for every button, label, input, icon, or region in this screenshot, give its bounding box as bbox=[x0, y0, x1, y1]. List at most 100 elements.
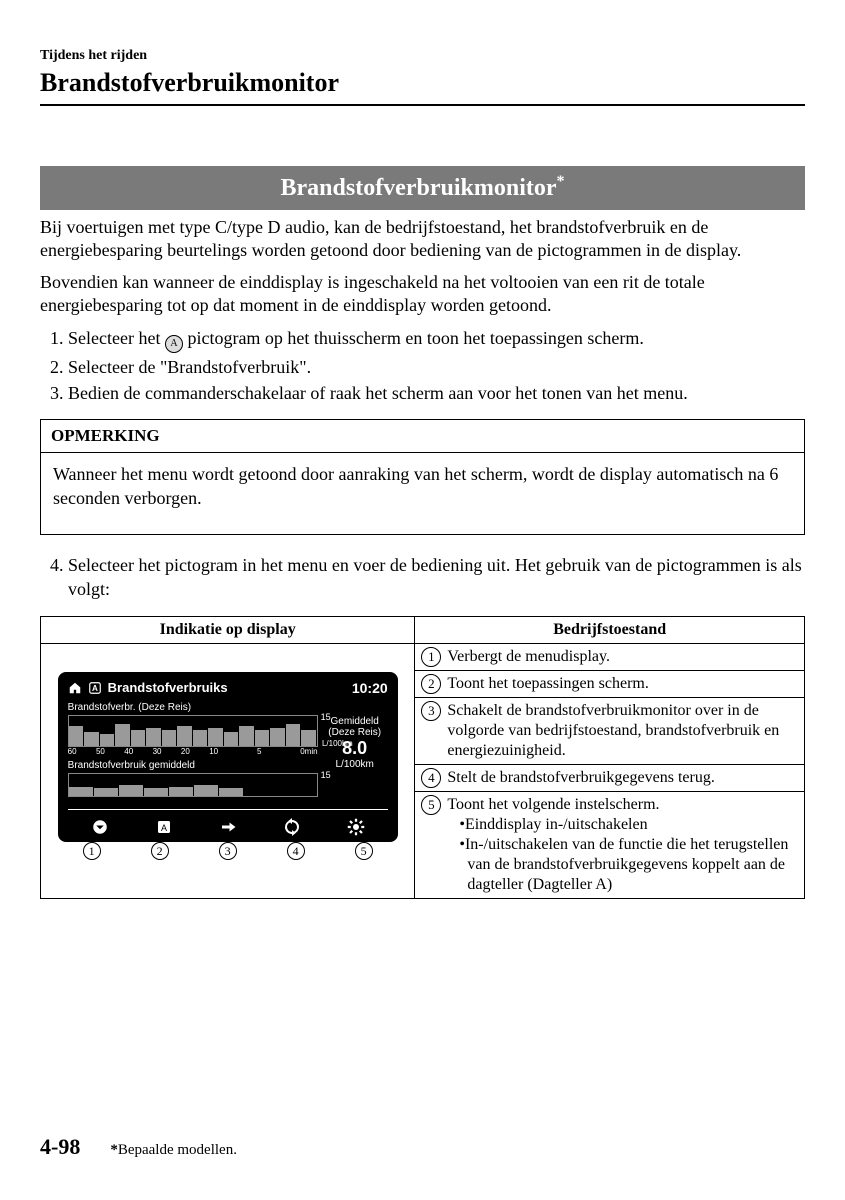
status-text-2: Toont het toepassingen scherm. bbox=[447, 674, 798, 694]
chart1-bar bbox=[286, 724, 301, 746]
chart1-bar bbox=[239, 726, 254, 746]
page-footer: 4-98 *Bepaalde modellen. bbox=[40, 1134, 805, 1160]
status-row-1: 1 Verbergt de menudisplay. bbox=[415, 644, 804, 670]
chart1-bar bbox=[193, 730, 208, 746]
chart1-bar bbox=[115, 724, 130, 746]
side-line2: (Deze Reis) bbox=[322, 727, 388, 738]
col-head-display: Indikatie op display bbox=[41, 616, 415, 643]
status-column: 1 Verbergt de menudisplay. 2 Toont het toep… bbox=[415, 643, 805, 898]
footnote-star: * bbox=[110, 1142, 118, 1158]
chart1-bar bbox=[208, 728, 223, 746]
callout-2: 2 bbox=[151, 842, 169, 860]
status-num-2: 2 bbox=[421, 674, 441, 694]
chart2-bar bbox=[144, 788, 168, 795]
chart1-xlabel: 30 bbox=[153, 747, 162, 756]
menu-reset-icon[interactable] bbox=[277, 814, 307, 840]
svg-text:A: A bbox=[161, 822, 167, 832]
chart1-xlabels: 60 50 40 30 20 10 5 0min bbox=[68, 747, 318, 756]
callout-numbers: 1 2 3 4 5 bbox=[58, 842, 398, 860]
status-text-4: Stelt de brandstofverbruikgegevens terug… bbox=[447, 768, 798, 788]
chart2-bar bbox=[94, 788, 118, 795]
chart2-ymax: 15 bbox=[321, 770, 331, 780]
chart1-bar bbox=[301, 730, 316, 746]
page-number: 4-98 bbox=[40, 1134, 80, 1160]
chart1-unit: L/100km bbox=[322, 739, 353, 748]
step-1-text-a: Selecteer het bbox=[68, 328, 165, 348]
chart1-label: Brandstofverbr. (Deze Reis) bbox=[68, 702, 318, 713]
chart1-xlabel: 60 bbox=[68, 747, 77, 756]
callout-5: 5 bbox=[355, 842, 373, 860]
callout-3: 3 bbox=[219, 842, 237, 860]
step-3: Bedien de commanderschakelaar of raak he… bbox=[68, 381, 805, 405]
step-4: Selecteer het pictogram in het menu en v… bbox=[68, 553, 805, 602]
status-row-2: 2 Toont het toepassingen scherm. bbox=[415, 670, 804, 697]
note-body: Wanneer het menu wordt getoond door aanr… bbox=[41, 453, 804, 534]
callout-1: 1 bbox=[83, 842, 101, 860]
status-num-5: 5 bbox=[421, 795, 441, 815]
menu-settings-icon[interactable] bbox=[341, 814, 371, 840]
status-num-1: 1 bbox=[421, 647, 441, 667]
operation-table: Indikatie op display Bedrijfstoestand A … bbox=[40, 616, 805, 899]
chart2-bar bbox=[119, 785, 143, 795]
status-text-1: Verbergt de menudisplay. bbox=[447, 647, 798, 667]
status-text-5: Toont het volgende instelscherm.•Einddis… bbox=[447, 795, 798, 895]
chart2-bar bbox=[69, 787, 93, 796]
fuel-consumption-chart-trip: Brandstofverbr. (Deze Reis) 15 L/100km 6… bbox=[68, 702, 318, 756]
side-unit: L/100km bbox=[322, 759, 388, 770]
chart1-bar bbox=[69, 726, 84, 746]
chart1-bar bbox=[100, 734, 115, 746]
note-box: OPMERKING Wanneer het menu wordt getoond… bbox=[40, 419, 805, 535]
chapter-title: Brandstofverbruikmonitor bbox=[40, 68, 805, 98]
callout-4: 4 bbox=[287, 842, 305, 860]
svg-text:A: A bbox=[92, 683, 98, 692]
step-2: Selecteer de "Brandstofverbruik". bbox=[68, 355, 805, 379]
status-num-3: 3 bbox=[421, 701, 441, 721]
menu-switch-icon[interactable] bbox=[213, 814, 243, 840]
menu-apps-icon[interactable]: A bbox=[149, 814, 179, 840]
chart1-xlabel: 20 bbox=[181, 747, 190, 756]
display-menu-bar: A bbox=[68, 809, 388, 840]
running-head: Tijdens het rijden bbox=[40, 48, 805, 64]
chart1-bar bbox=[255, 730, 270, 746]
fuel-consumption-chart-avg: Brandstofverbruik gemiddeld 15 bbox=[68, 760, 318, 797]
chart1-xlabel: 10 bbox=[209, 747, 218, 756]
step-1-text-b: pictogram op het thuisscherm en toon het… bbox=[187, 328, 643, 348]
status-bullet: •Einddisplay in-/uitschakelen bbox=[451, 815, 798, 835]
chart1-xlabel: 5 bbox=[257, 747, 261, 756]
status-bullet: •In-/uitschakelen van de functie die het… bbox=[451, 835, 798, 895]
chart2-bar bbox=[219, 788, 243, 795]
step-list: Selecteer het A pictogram op het thuissc… bbox=[40, 326, 805, 406]
section-heading-bar: Brandstofverbruikmonitor* bbox=[40, 166, 805, 210]
home-icon bbox=[68, 681, 82, 695]
col-head-status: Bedrijfstoestand bbox=[415, 616, 805, 643]
status-text-3: Schakelt de brandstofverbruikmonitor ove… bbox=[447, 701, 798, 761]
chart1-bar bbox=[84, 732, 99, 746]
intro-paragraph-1: Bij voertuigen met type C/type D audio, … bbox=[40, 216, 805, 263]
chart2-label: Brandstofverbruik gemiddeld bbox=[68, 760, 318, 771]
note-heading: OPMERKING bbox=[41, 420, 804, 453]
chart1-bar bbox=[270, 728, 285, 746]
status-row-4: 4 Stelt de brandstofverbruikgegevens teru… bbox=[415, 764, 804, 791]
chart1-ymax: 15 bbox=[321, 712, 331, 722]
applications-icon: A bbox=[165, 335, 183, 353]
heading-footnote-star: * bbox=[557, 173, 565, 190]
status-num-4: 4 bbox=[421, 768, 441, 788]
chart2-bar bbox=[194, 785, 218, 795]
side-line1: Gemiddeld bbox=[322, 716, 388, 727]
section-heading-text: Brandstofverbruikmonitor bbox=[281, 175, 557, 201]
display-title: Brandstofverbruiks bbox=[108, 680, 352, 695]
chart1-xlabel: 40 bbox=[124, 747, 133, 756]
intro-paragraph-2: Bovendien kan wanneer de einddisplay is … bbox=[40, 271, 805, 318]
chart1-bar bbox=[146, 728, 161, 746]
apps-icon: A bbox=[88, 681, 102, 695]
display-clock: 10:20 bbox=[352, 680, 388, 696]
step-1: Selecteer het A pictogram op het thuissc… bbox=[68, 326, 805, 353]
infotainment-display: A Brandstofverbruiks 10:20 Brandstofverb… bbox=[58, 672, 398, 842]
status-row-5: 5 Toont het volgende instelscherm.•Einddi… bbox=[415, 791, 804, 898]
menu-hide-icon[interactable] bbox=[85, 814, 115, 840]
chart1-xlabel: 50 bbox=[96, 747, 105, 756]
chart1-xlabel: 0min bbox=[300, 747, 317, 756]
footnote-text: Bepaalde modellen. bbox=[118, 1142, 237, 1158]
chart1-bar bbox=[177, 726, 192, 746]
chart1-bar bbox=[131, 730, 146, 746]
